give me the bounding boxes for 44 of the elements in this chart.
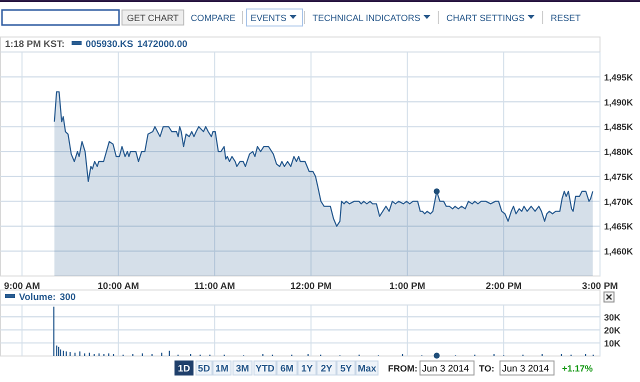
x-tick-label: 2:00 PM (486, 281, 522, 292)
text: Jun 3 2014 (422, 364, 470, 374)
legend-label: Volume: (19, 292, 56, 303)
text: CHART SETTINGS (446, 13, 525, 23)
text: 1D (178, 364, 190, 374)
y-tick-label: 1,480K (604, 147, 634, 158)
text: TO: (479, 364, 494, 374)
text: Jun 3 2014 (502, 364, 550, 374)
y-tick-label: 20K (604, 325, 622, 336)
y-tick-label: 1,470K (604, 196, 634, 207)
x-tick-label: 1:00 PM (389, 281, 426, 292)
text: 2Y (320, 364, 333, 374)
text: +1.17% (562, 364, 593, 374)
y-tick-label: 30K (604, 312, 622, 322)
x-tick-label: 9:00 AM (4, 281, 40, 292)
text: 3M (236, 364, 250, 374)
text: 5D (198, 364, 210, 374)
y-tick-label: 1,490K (604, 97, 634, 108)
text: Max (358, 364, 377, 374)
text: GET CHART (127, 13, 180, 23)
text: TECHNICAL INDICATORS (312, 13, 420, 23)
text: 6M (280, 364, 294, 374)
legend-label: 005930.KS (86, 39, 134, 50)
x-tick-label: 3:00 PM (582, 281, 618, 292)
y-tick-label: 1,495K (604, 72, 634, 82)
text: EVENTS (250, 13, 287, 23)
x-tick-label: 10:00 AM (98, 281, 140, 292)
y-tick-label: 10K (604, 338, 622, 348)
x-tick-label: 11:00 AM (194, 281, 236, 292)
text: COMPARE (190, 13, 236, 23)
text: 5Y (340, 364, 352, 374)
text: 1:18 PM KST: (5, 39, 65, 50)
y-tick-label: 1,460K (604, 246, 634, 257)
y-tick-label: 1,485K (604, 122, 634, 132)
y-tick-label: 1,475K (604, 172, 634, 182)
text: YTD (256, 364, 275, 374)
text: 1Y (301, 364, 314, 374)
text: FROM: (388, 364, 418, 374)
text: 1472000.00 (137, 39, 188, 50)
x-tick-label: 12:00 PM (290, 281, 332, 292)
text: 300 (60, 292, 76, 303)
y-tick-label: 1,465K (604, 222, 634, 232)
text: 1M (215, 364, 229, 374)
text: RESET (550, 13, 582, 23)
